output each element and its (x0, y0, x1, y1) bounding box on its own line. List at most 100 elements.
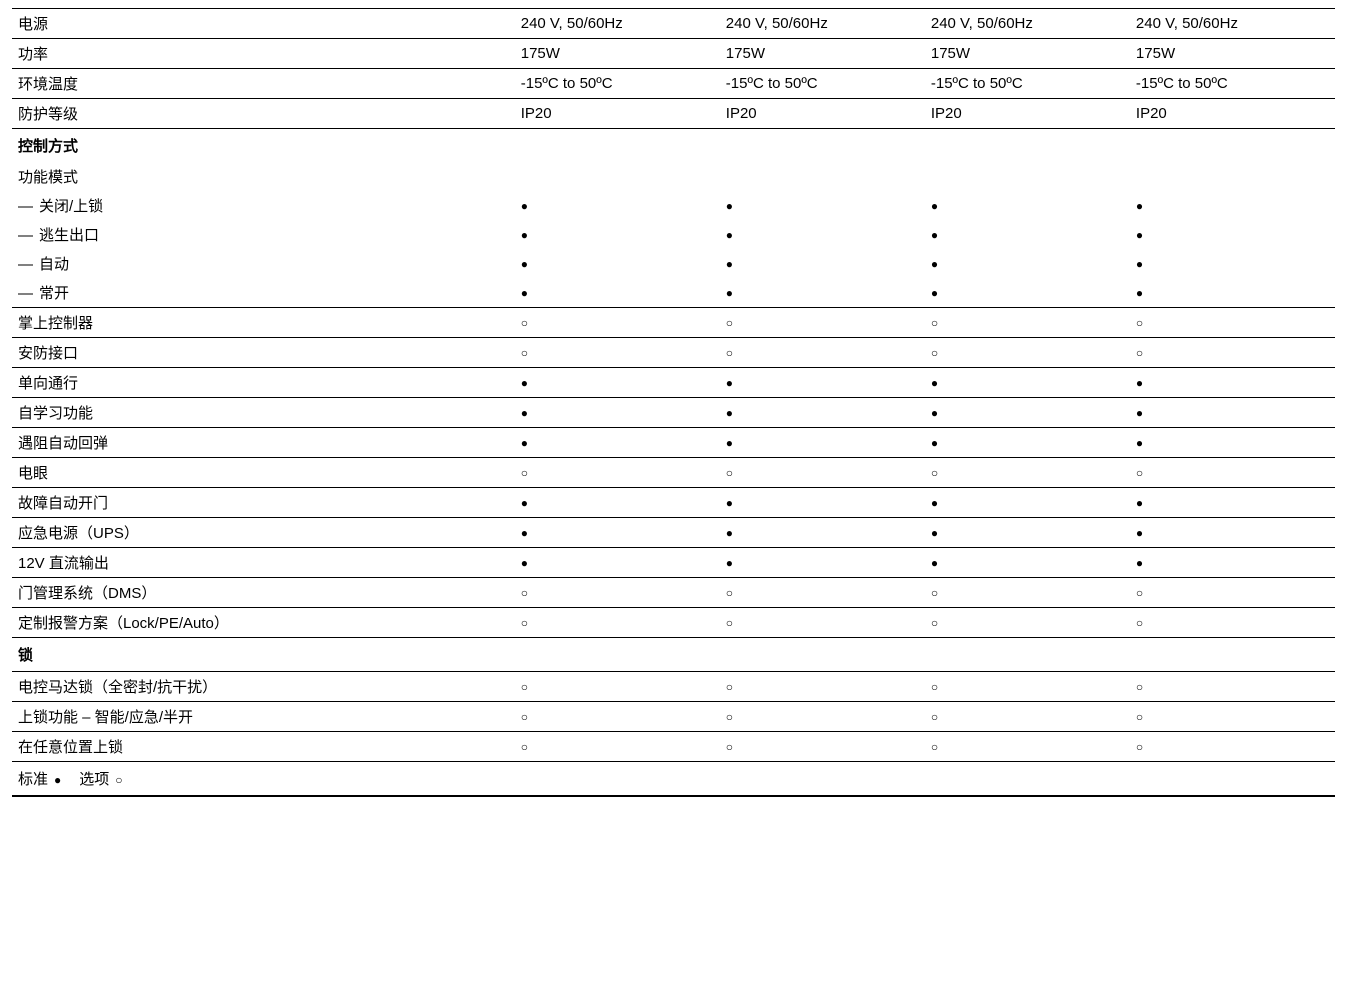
filled-dot-icon: ● (726, 527, 733, 539)
open-circle-icon: ○ (1136, 617, 1143, 629)
row-value: IP20 (720, 99, 925, 129)
row-value: ● (1130, 428, 1335, 458)
filled-dot-icon: ● (726, 407, 733, 419)
open-circle-icon: ○ (521, 317, 528, 329)
filled-dot-icon: ● (931, 229, 938, 241)
open-circle-icon: ○ (1136, 317, 1143, 329)
open-circle-icon: ○ (726, 617, 733, 629)
open-circle-icon: ○ (1136, 587, 1143, 599)
row-value: ● (1130, 191, 1335, 220)
filled-dot-icon: ● (521, 229, 528, 241)
filled-dot-icon: ● (1136, 377, 1143, 389)
filled-dot-icon: ● (931, 407, 938, 419)
row-label: 单向通行 (12, 368, 515, 398)
row-value: ● (720, 428, 925, 458)
row-label: —关闭/上锁 (12, 191, 515, 220)
row-label: 电源 (12, 9, 515, 39)
row-value: 175W (1130, 39, 1335, 69)
open-circle-icon: ○ (521, 467, 528, 479)
row-label: 环境温度 (12, 69, 515, 99)
row-value: 240 V, 50/60Hz (515, 9, 720, 39)
row-label: 掌上控制器 (12, 308, 515, 338)
row-value (720, 129, 925, 163)
filled-dot-icon: ● (726, 377, 733, 389)
row-value: ● (515, 249, 720, 278)
row-value: ● (515, 220, 720, 249)
row-value: ○ (515, 458, 720, 488)
row-value: ○ (720, 308, 925, 338)
filled-dot-icon: ● (726, 229, 733, 241)
legend-optional-label: 选项 (79, 771, 109, 788)
row-value: 240 V, 50/60Hz (925, 9, 1130, 39)
filled-dot-icon: ● (726, 437, 733, 449)
filled-dot-icon: ● (1136, 200, 1143, 212)
row-value: ● (925, 278, 1130, 308)
row-value: -15ºC to 50ºC (515, 69, 720, 99)
row-label: 自学习功能 (12, 398, 515, 428)
filled-dot-icon: ● (931, 497, 938, 509)
open-circle-icon: ○ (726, 587, 733, 599)
row-value: ○ (1130, 672, 1335, 702)
row-value: 175W (925, 39, 1130, 69)
open-circle-icon: ○ (931, 317, 938, 329)
open-circle-icon: ○ (521, 711, 528, 723)
filled-dot-icon: ● (1136, 497, 1143, 509)
filled-dot-icon: ● (1136, 437, 1143, 449)
filled-dot-icon: ● (931, 200, 938, 212)
row-label: 电控马达锁（全密封/抗干扰） (12, 672, 515, 702)
filled-dot-icon: ● (1136, 527, 1143, 539)
open-circle-icon: ○ (726, 467, 733, 479)
row-value: ○ (925, 702, 1130, 732)
row-label: 故障自动开门 (12, 488, 515, 518)
open-circle-icon: ○ (521, 347, 528, 359)
row-value: ● (515, 428, 720, 458)
open-circle-icon: ○ (726, 711, 733, 723)
filled-dot-icon: ● (521, 497, 528, 509)
filled-dot-icon: ● (1136, 407, 1143, 419)
open-circle-icon: ○ (931, 617, 938, 629)
row-value: ○ (925, 732, 1130, 762)
filled-dot-icon: ● (521, 377, 528, 389)
row-label: 定制报警方案（Lock/PE/Auto） (12, 608, 515, 638)
spec-table: 电源240 V, 50/60Hz240 V, 50/60Hz240 V, 50/… (12, 8, 1335, 797)
open-circle-icon: ○ (726, 317, 733, 329)
row-value: ● (720, 249, 925, 278)
row-value: ● (925, 518, 1130, 548)
open-circle-icon: ○ (726, 681, 733, 693)
row-label: 上锁功能 – 智能/应急/半开 (12, 702, 515, 732)
open-circle-icon: ○ (1136, 467, 1143, 479)
legend-standard-label: 标准 (18, 771, 48, 788)
row-value: ○ (720, 338, 925, 368)
row-value: ○ (1130, 608, 1335, 638)
row-label: 门管理系统（DMS） (12, 578, 515, 608)
row-label: 12V 直流输出 (12, 548, 515, 578)
row-value: ● (515, 548, 720, 578)
row-label: —逃生出口 (12, 220, 515, 249)
filled-dot-icon: ● (1136, 229, 1143, 241)
open-circle-icon: ○ (1136, 347, 1143, 359)
row-value (515, 162, 720, 191)
row-label: 功能模式 (12, 162, 515, 191)
row-value: ● (925, 249, 1130, 278)
row-value: 240 V, 50/60Hz (720, 9, 925, 39)
row-value: ● (515, 278, 720, 308)
row-value: ○ (515, 672, 720, 702)
row-value: ○ (720, 672, 925, 702)
row-value: IP20 (925, 99, 1130, 129)
row-value (925, 129, 1130, 163)
row-value: ○ (720, 608, 925, 638)
open-circle-icon: ○ (931, 711, 938, 723)
row-value: ● (1130, 488, 1335, 518)
filled-dot-icon: ● (726, 200, 733, 212)
filled-dot-icon: ● (931, 287, 938, 299)
filled-dot-icon: ● (726, 287, 733, 299)
row-value: ● (925, 428, 1130, 458)
row-value: ● (515, 398, 720, 428)
row-value: ● (515, 488, 720, 518)
row-value: ● (1130, 368, 1335, 398)
row-value: ● (720, 548, 925, 578)
row-value (1130, 638, 1335, 672)
row-value: ● (1130, 249, 1335, 278)
row-label: —自动 (12, 249, 515, 278)
row-value: ○ (1130, 702, 1335, 732)
